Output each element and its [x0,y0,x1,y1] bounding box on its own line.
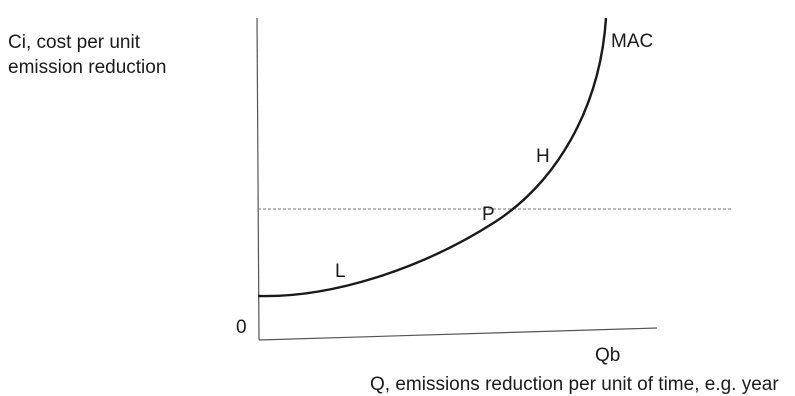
origin-label: 0 [236,317,247,338]
mac-curve [257,17,608,298]
y-axis [256,17,260,341]
mac-label: MAC [611,31,653,52]
x-axis [258,327,658,341]
x-axis-label: Q, emissions reduction per unit of time,… [370,374,779,395]
qb-label: Qb [595,345,620,366]
point-l-label: L [335,261,346,282]
point-p-label: P [482,204,495,225]
point-h-label: H [536,146,550,167]
y-axis-label: Ci, cost per unit emission reduction [8,30,166,80]
y-axis-label-line-1: Ci, cost per unit [8,32,140,53]
y-axis-label-line-2: emission reduction [8,57,167,78]
